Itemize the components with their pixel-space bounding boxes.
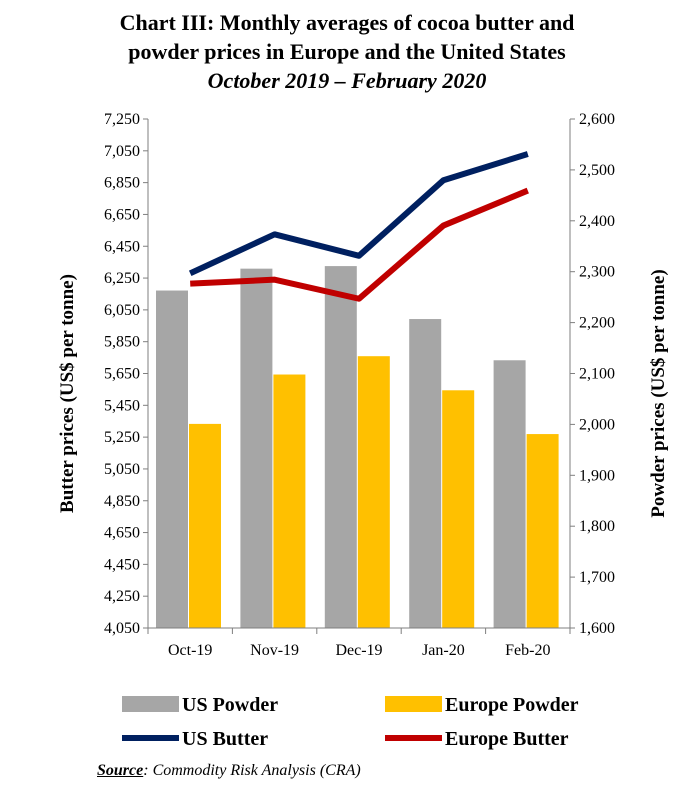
y-tick-label-left: 7,250 (104, 111, 140, 128)
bar-europe-powder-nov-19 (273, 374, 306, 628)
y-tick-label-left: 5,250 (104, 429, 140, 446)
y-tick-label-left: 6,850 (104, 175, 140, 192)
source-label: Source (97, 762, 144, 779)
x-tick-label: Nov-19 (250, 642, 299, 659)
y-tick-label-left: 5,450 (104, 397, 140, 414)
legend-swatch-us-powder (122, 696, 179, 712)
y-tick-label-right: 1,700 (579, 569, 615, 586)
line-us-butter (188, 151, 529, 277)
bar-us-powder-dec-19 (324, 266, 357, 628)
line-europe-butter (190, 187, 529, 302)
y-tick-label-left: 4,050 (104, 620, 140, 637)
y-tick-label-right: 1,800 (579, 518, 615, 535)
y-tick-label-left: 5,650 (104, 366, 140, 383)
bar-europe-powder-oct-19 (189, 423, 221, 628)
chart-title-line-2: powder prices in Europe and the United S… (128, 39, 566, 64)
y-tick-label-right: 1,600 (579, 620, 615, 637)
legend-label-us-powder: US Powder (182, 694, 278, 716)
y-tick-label-left: 4,650 (104, 525, 140, 542)
y-axis-title-right: Powder prices (US$ per tonne) (648, 269, 669, 517)
bar-europe-powder-dec-19 (357, 356, 390, 628)
y-tick-label-left: 5,850 (104, 334, 140, 351)
y-tick-label-right: 2,100 (579, 366, 615, 383)
y-tick-label-right: 2,500 (579, 162, 615, 179)
source-note: Source: Commodity Risk Analysis (CRA) (97, 762, 361, 780)
bar-europe-powder-feb-20 (526, 434, 559, 628)
y-tick-label-left: 6,250 (104, 270, 140, 287)
y-tick-label-right: 2,400 (579, 213, 615, 230)
legend-label-europe-powder: Europe Powder (445, 694, 579, 716)
x-tick-label: Jan-20 (422, 642, 465, 659)
source-text: : Commodity Risk Analysis (CRA) (143, 762, 361, 779)
x-tick-label: Dec-19 (335, 642, 382, 659)
bar-us-powder-nov-19 (240, 268, 273, 628)
legend-label-europe-butter: Europe Butter (445, 728, 569, 750)
y-tick-label-right: 2,300 (579, 264, 615, 281)
y-tick-label-right: 2,200 (579, 315, 615, 332)
y-tick-label-left: 5,050 (104, 461, 140, 478)
chart-title-line-1: Chart III: Monthly averages of cocoa but… (119, 10, 575, 35)
y-tick-label-left: 6,050 (104, 302, 140, 319)
legend-swatch-europe-butter (385, 735, 442, 741)
bar-us-powder-jan-20 (409, 319, 442, 628)
bar-europe-powder-jan-20 (442, 390, 475, 628)
y-tick-label-left: 4,250 (104, 588, 140, 605)
chart-title-block: Chart III: Monthly averages of cocoa but… (0, 8, 694, 95)
y-tick-label-left: 6,650 (104, 206, 140, 223)
chart-subtitle: October 2019 – February 2020 (207, 68, 487, 93)
bar-us-powder-oct-19 (156, 290, 188, 628)
y-tick-label-left: 7,050 (104, 143, 140, 160)
y-tick-label-left: 6,450 (104, 238, 140, 255)
legend-label-us-butter: US Butter (182, 728, 268, 750)
x-tick-label: Feb-20 (505, 642, 550, 659)
legend-swatch-us-butter (122, 735, 179, 741)
y-tick-label-left: 4,850 (104, 493, 140, 510)
y-tick-label-right: 2,600 (579, 111, 615, 128)
y-axis-title-left: Butter prices (US$ per tonne) (57, 274, 78, 513)
bar-us-powder-feb-20 (493, 360, 526, 628)
legend-swatch-europe-powder (385, 696, 442, 712)
y-tick-label-right: 2,000 (579, 416, 615, 433)
x-tick-label: Oct-19 (168, 642, 212, 659)
y-tick-label-left: 4,450 (104, 556, 140, 573)
y-tick-label-right: 1,900 (579, 467, 615, 484)
